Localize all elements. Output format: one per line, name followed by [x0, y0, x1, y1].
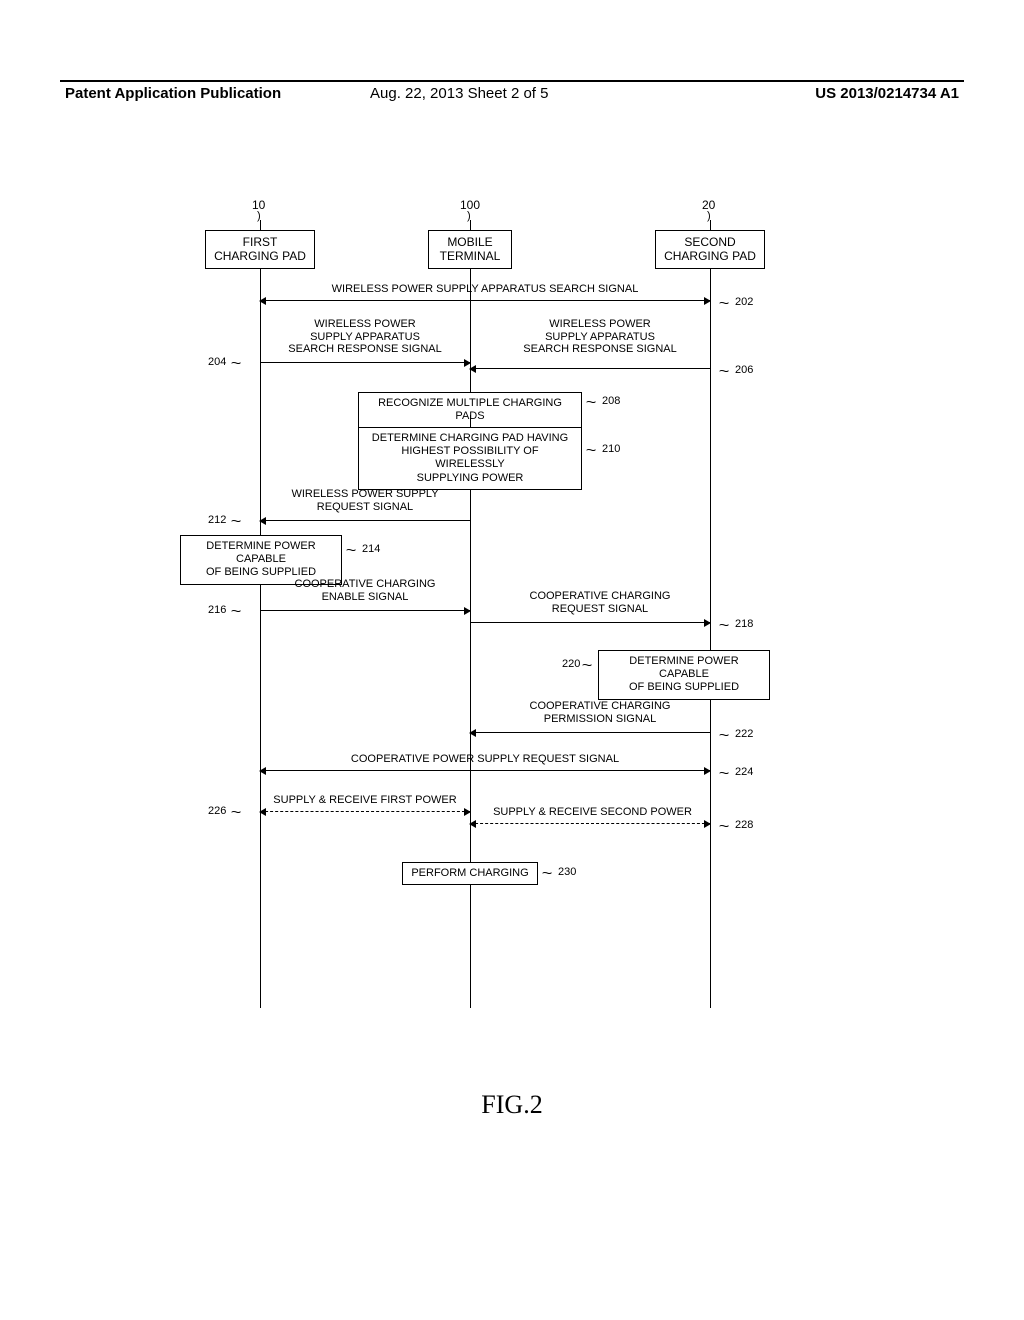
sequence-diagram: 10 ) 100 ) 20 ) FIRST CHARGING PAD MOBIL…	[170, 210, 810, 1030]
actor-line2: CHARGING PAD	[664, 249, 756, 263]
actor-second-pad: SECOND CHARGING PAD	[655, 230, 765, 269]
ref-228: 228	[735, 819, 753, 831]
actor-line2: CHARGING PAD	[214, 249, 306, 263]
text-line: PERFORM CHARGING	[411, 867, 528, 879]
actor-mobile: MOBILE TERMINAL	[428, 230, 512, 269]
text-line: OF BEING SUPPLIED	[206, 566, 316, 578]
text-line: WIRELESS POWER	[314, 318, 415, 330]
text-line: PERMISSION SIGNAL	[544, 713, 656, 725]
text-line: COOPERATIVE CHARGING	[530, 700, 671, 712]
step-determine-pad: DETERMINE CHARGING PAD HAVING HIGHEST PO…	[358, 427, 582, 490]
header-rule	[60, 80, 964, 82]
text-line: WIRELESS POWER	[549, 318, 650, 330]
arrow-dash-both-icon	[470, 823, 710, 824]
msg-resp-left: WIRELESS POWER SUPPLY APPARATUS SEARCH R…	[270, 318, 460, 356]
ref-224: 224	[735, 766, 753, 778]
arrow-dash-both-icon	[260, 811, 470, 812]
actor-line1: FIRST	[243, 235, 278, 249]
ref-222: 222	[735, 728, 753, 740]
text-line: SUPPLYING POWER	[417, 472, 524, 484]
arrow-right-icon	[260, 610, 470, 611]
tilde-icon: ~	[231, 513, 242, 529]
actor-line1: SECOND	[684, 235, 735, 249]
ref-206: 206	[735, 364, 753, 376]
ref-220: 220	[562, 658, 580, 670]
msg-supply2: SUPPLY & RECEIVE SECOND POWER	[485, 806, 700, 819]
actor-line1: MOBILE	[447, 235, 492, 249]
tick-line	[260, 220, 261, 230]
text-line: DETERMINE POWER CAPABLE	[206, 540, 315, 565]
ref-210: 210	[602, 443, 620, 455]
arrow-left-icon	[260, 520, 470, 521]
ref-204: 204	[208, 356, 226, 368]
ref-212: 212	[208, 514, 226, 526]
tilde-icon: ~	[542, 865, 553, 881]
tilde-icon: ~	[231, 804, 242, 820]
connector	[470, 415, 471, 427]
text-line: DETERMINE POWER CAPABLE	[629, 655, 738, 680]
msg-wps-req: WIRELESS POWER SUPPLY REQUEST SIGNAL	[275, 488, 455, 513]
text-line: SEARCH RESPONSE SIGNAL	[288, 343, 441, 355]
tick-line	[710, 220, 711, 230]
text-line: SUPPLY APPARATUS	[310, 331, 420, 343]
text-line: REQUEST SIGNAL	[317, 501, 413, 513]
arrow-both-icon	[260, 770, 710, 771]
figure-label: FIG.2	[0, 1090, 1024, 1120]
text-line: OF BEING SUPPLIED	[629, 681, 739, 693]
msg-coop-req: COOPERATIVE CHARGING REQUEST SIGNAL	[500, 590, 700, 615]
tilde-icon: ~	[586, 394, 597, 410]
lifeline-center	[470, 268, 471, 1008]
text-line: COOPERATIVE CHARGING	[530, 590, 671, 602]
header-mid: Aug. 22, 2013 Sheet 2 of 5	[370, 85, 548, 102]
header-left: Patent Application Publication	[65, 85, 281, 102]
text-line: WIRELESS POWER SUPPLY	[291, 488, 438, 500]
tilde-icon: ~	[231, 603, 242, 619]
tilde-icon: ~	[586, 442, 597, 458]
msg-coop-supply: COOPERATIVE POWER SUPPLY REQUEST SIGNAL	[300, 753, 670, 766]
text-line: SUPPLY APPARATUS	[545, 331, 655, 343]
lifeline-right	[710, 268, 711, 1008]
tilde-icon: ~	[346, 542, 357, 558]
msg-resp-right: WIRELESS POWER SUPPLY APPARATUS SEARCH R…	[500, 318, 700, 356]
page: Patent Application Publication Aug. 22, …	[0, 0, 1024, 1320]
text-line: DETERMINE CHARGING PAD HAVING	[372, 432, 568, 444]
msg-search: WIRELESS POWER SUPPLY APPARATUS SEARCH S…	[270, 283, 700, 296]
arrow-both-icon	[260, 300, 710, 301]
arrow-right-icon	[470, 622, 710, 623]
arrow-left-icon	[470, 732, 710, 733]
tilde-icon: ~	[719, 818, 730, 834]
ref-230: 230	[558, 866, 576, 878]
msg-coop-perm: COOPERATIVE CHARGING PERMISSION SIGNAL	[500, 700, 700, 725]
tilde-icon: ~	[719, 295, 730, 311]
tilde-icon: ~	[719, 617, 730, 633]
tilde-icon: ~	[231, 355, 242, 371]
actor-line2: TERMINAL	[440, 249, 501, 263]
ref-208: 208	[602, 395, 620, 407]
tilde-icon: ~	[582, 657, 593, 673]
msg-supply1: SUPPLY & RECEIVE FIRST POWER	[270, 794, 460, 807]
actor-first-pad: FIRST CHARGING PAD	[205, 230, 315, 269]
header-right: US 2013/0214734 A1	[815, 85, 959, 102]
msg-coop-enable: COOPERATIVE CHARGING ENABLE SIGNAL	[275, 578, 455, 603]
ref-202: 202	[735, 296, 753, 308]
step-perform: PERFORM CHARGING	[402, 862, 538, 885]
ref-226: 226	[208, 805, 226, 817]
lifeline-left	[260, 268, 261, 1008]
ref-218: 218	[735, 618, 753, 630]
text-line: COOPERATIVE CHARGING	[295, 578, 436, 590]
step-det-power-right: DETERMINE POWER CAPABLE OF BEING SUPPLIE…	[598, 650, 770, 700]
tick-line	[470, 220, 471, 230]
text-line: HIGHEST POSSIBILITY OF WIRELESSLY	[401, 445, 538, 470]
text-line: ENABLE SIGNAL	[322, 591, 409, 603]
ref-214: 214	[362, 543, 380, 555]
text-line: SEARCH RESPONSE SIGNAL	[523, 343, 676, 355]
tilde-icon: ~	[719, 765, 730, 781]
arrow-right-icon	[260, 362, 470, 363]
text-line: REQUEST SIGNAL	[552, 603, 648, 615]
arrow-left-icon	[470, 368, 710, 369]
ref-216: 216	[208, 604, 226, 616]
tilde-icon: ~	[719, 727, 730, 743]
tilde-icon: ~	[719, 363, 730, 379]
